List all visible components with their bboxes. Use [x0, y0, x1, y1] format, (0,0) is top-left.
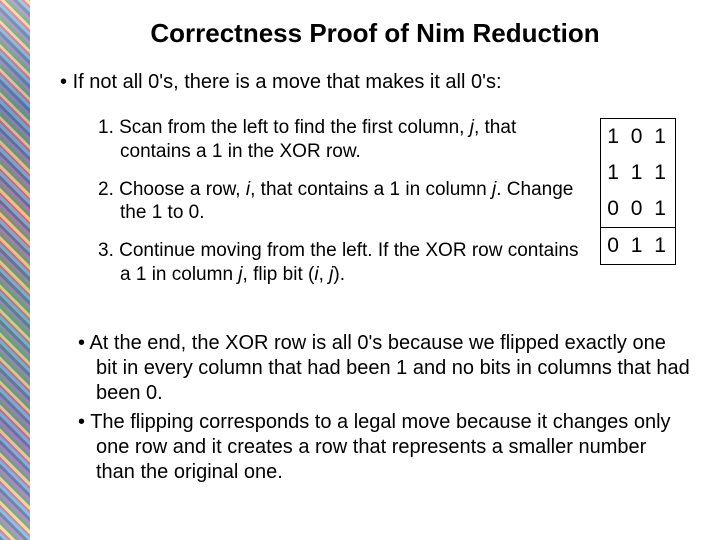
bit-row-xor: 0 1 1	[601, 228, 676, 265]
step-2-text-a: 2. Choose a row,	[98, 179, 246, 200]
step-3-text-d: ).	[333, 264, 345, 285]
step-3: 3. Continue moving from the left. If the…	[98, 239, 588, 287]
step-2: 2. Choose a row, i, that contains a 1 in…	[98, 178, 588, 226]
intro-bullet: If not all 0's, there is a move that mak…	[60, 71, 690, 94]
bit-cell: 1 1 1	[601, 155, 676, 191]
step-1: 1. Scan from the left to find the first …	[98, 116, 588, 164]
slide-title: Correctness Proof of Nim Reduction	[60, 18, 690, 49]
bit-cell: 0 0 1	[601, 191, 676, 228]
bit-row: 1 0 1	[601, 119, 676, 156]
bit-table: 1 0 1 1 1 1 0 0 1 0 1 1	[600, 118, 676, 265]
conclusion-bullet-2: The flipping corresponds to a legal move…	[78, 410, 690, 485]
steps-and-table-row: 1. Scan from the left to find the first …	[60, 116, 690, 301]
conclusion-bullets: At the end, the XOR row is all 0's becau…	[60, 331, 690, 485]
bit-cell: 0 1 1	[601, 228, 676, 265]
bit-cell: 1 0 1	[601, 119, 676, 156]
steps-list: 1. Scan from the left to find the first …	[60, 116, 600, 301]
decorative-side-strip	[0, 0, 30, 540]
step-2-text-b: , that contains a 1 in column	[250, 179, 492, 200]
conclusion-bullet-1: At the end, the XOR row is all 0's becau…	[78, 331, 690, 406]
slide-content: Correctness Proof of Nim Reduction If no…	[40, 0, 710, 540]
step-3-text-c: ,	[319, 264, 330, 285]
step-3-text-b: , flip bit (	[243, 264, 315, 285]
bit-row: 0 0 1	[601, 191, 676, 228]
bit-row: 1 1 1	[601, 155, 676, 191]
step-1-text-a: 1. Scan from the left to find the first …	[98, 117, 470, 138]
